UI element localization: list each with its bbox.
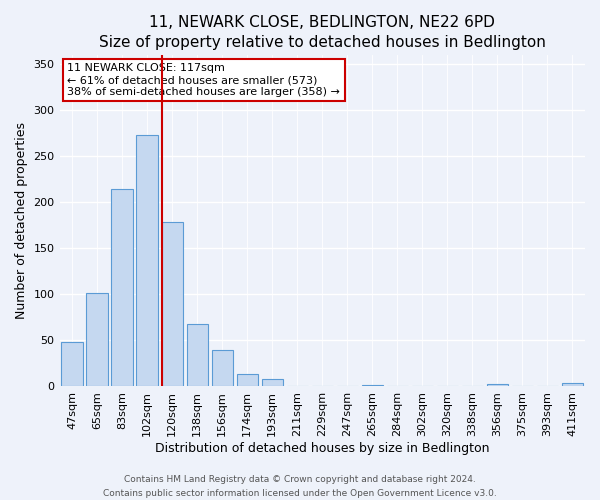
Bar [487,384,508,386]
Bar [161,222,183,386]
Text: Contains HM Land Registry data © Crown copyright and database right 2024.
Contai: Contains HM Land Registry data © Crown c… [103,476,497,498]
X-axis label: Distribution of detached houses by size in Bedlington: Distribution of detached houses by size … [155,442,490,455]
Bar [136,135,158,386]
Title: 11, NEWARK CLOSE, BEDLINGTON, NE22 6PD
Size of property relative to detached hou: 11, NEWARK CLOSE, BEDLINGTON, NE22 6PD S… [99,15,546,50]
Bar [187,324,208,386]
Bar [212,350,233,387]
Bar [61,342,83,386]
Bar [236,374,258,386]
Bar [562,383,583,386]
Y-axis label: Number of detached properties: Number of detached properties [15,122,28,320]
Bar [362,384,383,386]
Bar [86,292,108,386]
Bar [112,188,133,386]
Bar [262,379,283,386]
Text: 11 NEWARK CLOSE: 117sqm
← 61% of detached houses are smaller (573)
38% of semi-d: 11 NEWARK CLOSE: 117sqm ← 61% of detache… [67,64,340,96]
